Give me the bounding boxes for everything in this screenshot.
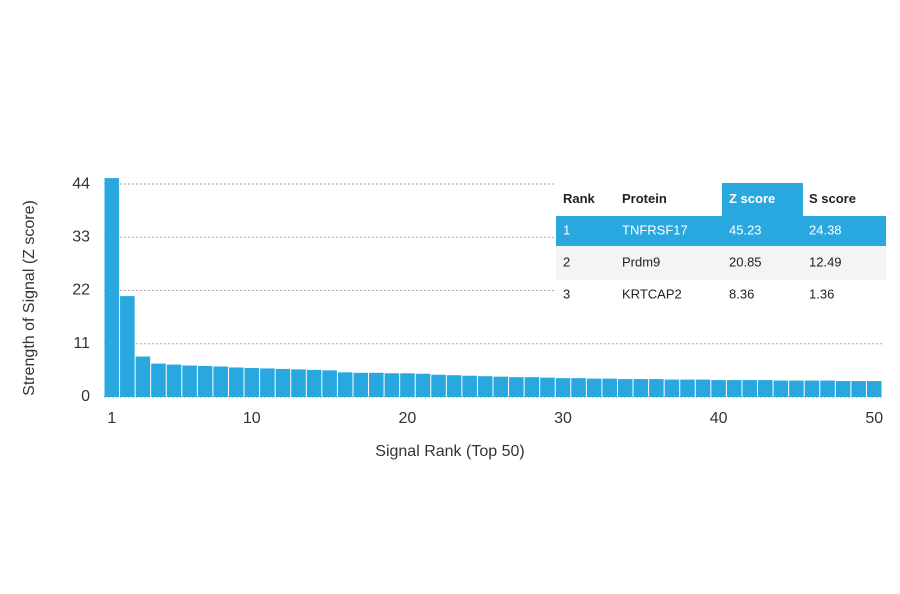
table-cell: 45.23 <box>729 222 762 237</box>
y-tick-label: 44 <box>72 175 90 192</box>
table-cell: 8.36 <box>729 286 754 301</box>
bar <box>166 364 182 397</box>
bar <box>680 379 695 397</box>
bar <box>711 380 726 397</box>
bar <box>524 377 540 397</box>
table-row <box>556 216 886 246</box>
bar <box>400 373 415 397</box>
bar <box>555 378 571 397</box>
bar <box>415 373 431 397</box>
bar <box>726 380 742 397</box>
bar <box>835 381 851 397</box>
bar <box>773 380 789 397</box>
bar <box>804 380 820 397</box>
bar <box>182 365 197 397</box>
bar <box>649 379 664 397</box>
bar <box>151 363 166 397</box>
table-header: Rank <box>563 191 596 206</box>
table-cell: Prdm9 <box>622 254 660 269</box>
table-header: S score <box>809 191 856 206</box>
y-axis-title: Strength of Signal (Z score) <box>21 200 38 396</box>
bar <box>633 379 649 397</box>
bar <box>695 379 711 397</box>
table-cell: 1.36 <box>809 286 834 301</box>
table-cell: 2 <box>563 254 570 269</box>
bar <box>758 380 773 397</box>
bar <box>540 377 555 397</box>
bar <box>104 178 120 397</box>
bar <box>742 380 758 397</box>
bar <box>213 366 228 397</box>
bar <box>369 372 384 397</box>
x-tick-label: 20 <box>399 410 417 427</box>
table-cell: 20.85 <box>729 254 762 269</box>
bar <box>493 376 509 397</box>
table-row <box>556 246 886 280</box>
bar <box>260 368 275 397</box>
bar <box>664 379 680 397</box>
header-highlight <box>722 183 803 216</box>
bar <box>275 368 291 397</box>
bar <box>462 375 477 397</box>
x-tick-label: 1 <box>107 410 116 427</box>
table-cell: 3 <box>563 286 570 301</box>
bar <box>135 356 151 397</box>
bar <box>789 380 804 397</box>
bar <box>509 377 524 397</box>
y-tick-label: 33 <box>72 228 90 245</box>
x-tick-label: 30 <box>554 410 572 427</box>
x-tick-label: 40 <box>710 410 728 427</box>
x-axis-title: Signal Rank (Top 50) <box>375 443 524 460</box>
y-tick-label: 22 <box>72 282 90 299</box>
table-cell: KRTCAP2 <box>622 286 682 301</box>
y-tick-label: 0 <box>81 388 90 405</box>
table-header: Protein <box>622 191 667 206</box>
bar <box>291 369 306 397</box>
bar <box>477 376 493 397</box>
bar <box>337 372 353 397</box>
bar <box>120 296 135 397</box>
bar <box>866 381 882 397</box>
bar <box>431 374 446 397</box>
bar <box>244 367 260 397</box>
table-cell: 24.38 <box>809 222 842 237</box>
bar <box>353 372 369 397</box>
y-tick-label: 11 <box>73 335 90 352</box>
bar <box>851 381 866 397</box>
bar <box>602 378 617 397</box>
x-tick-label: 50 <box>865 410 883 427</box>
bar <box>228 367 244 397</box>
bar <box>446 375 462 397</box>
bar <box>197 366 213 397</box>
table-header: Z score <box>729 191 775 206</box>
bar <box>571 378 586 397</box>
table-row <box>556 280 886 310</box>
table-cell: TNFRSF17 <box>622 222 688 237</box>
bar <box>306 369 322 397</box>
bar <box>617 379 633 397</box>
table-cell: 12.49 <box>809 254 842 269</box>
table-cell: 1 <box>563 222 570 237</box>
bar <box>586 378 602 397</box>
bar <box>322 370 337 397</box>
bar <box>820 380 835 397</box>
bar <box>384 373 400 397</box>
x-tick-label: 10 <box>243 410 261 427</box>
